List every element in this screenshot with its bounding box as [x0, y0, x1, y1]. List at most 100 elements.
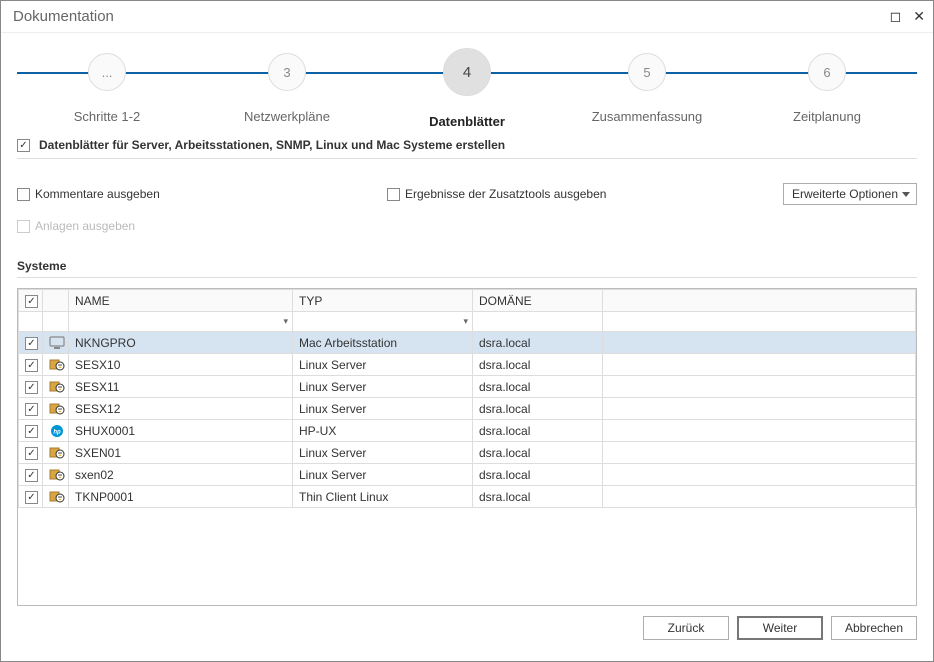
row-extra	[603, 398, 916, 420]
filter-typ[interactable]: ▾	[293, 312, 472, 331]
row-icon-cell	[43, 354, 69, 376]
maximize-icon[interactable]: ◻	[890, 8, 902, 25]
row-name: SXEN01	[69, 442, 293, 464]
filter-dom[interactable]	[473, 312, 602, 331]
row-typ: Thin Client Linux	[293, 486, 473, 508]
wizard-step-1[interactable]: 3 Netzwerkpläne	[202, 43, 372, 129]
row-typ: Linux Server	[293, 398, 473, 420]
row-icon-cell	[43, 464, 69, 486]
options-row-1: Kommentare ausgeben Ergebnisse der Zusat…	[17, 183, 917, 205]
step-circle: 5	[628, 53, 666, 91]
row-extra	[603, 332, 916, 354]
table-row[interactable]: SESX11 Linux Server dsra.local	[19, 376, 916, 398]
systems-table: NAME TYP DOMÄNE ▾ ▾ NK	[17, 288, 917, 606]
row-name: SESX10	[69, 354, 293, 376]
filter-name[interactable]: ▾	[69, 312, 292, 331]
header-typ[interactable]: TYP	[293, 290, 473, 312]
table-filter-row: ▾ ▾	[19, 312, 916, 332]
table-header-row: NAME TYP DOMÄNE	[19, 290, 916, 312]
row-extra	[603, 442, 916, 464]
cancel-button[interactable]: Abbrechen	[831, 616, 917, 640]
row-extra	[603, 376, 916, 398]
step-label: Zeitplanung	[793, 109, 861, 124]
systeme-heading: Systeme	[17, 259, 917, 273]
anlagen-checkbox	[17, 220, 30, 233]
header-checkbox-cell	[19, 290, 43, 312]
wizard-step-3[interactable]: 5 Zusammenfassung	[562, 43, 732, 129]
row-name: SESX12	[69, 398, 293, 420]
anlagen-label: Anlagen ausgeben	[35, 219, 135, 233]
row-typ: Mac Arbeitsstation	[293, 332, 473, 354]
table-row[interactable]: SHUX0001 HP-UX dsra.local	[19, 420, 916, 442]
header-icon-cell	[43, 290, 69, 312]
row-icon-cell	[43, 442, 69, 464]
row-name: SESX11	[69, 376, 293, 398]
step-circle: 4	[443, 48, 491, 96]
row-dom: dsra.local	[473, 332, 603, 354]
row-dom: dsra.local	[473, 464, 603, 486]
wizard-step-2[interactable]: 4 Datenblätter	[382, 43, 552, 129]
hp-icon	[49, 424, 65, 438]
row-name: sxen02	[69, 464, 293, 486]
row-icon-cell	[43, 398, 69, 420]
header-extra	[603, 290, 916, 312]
options-row-2: Anlagen ausgeben	[17, 219, 917, 233]
kommentare-label: Kommentare ausgeben	[35, 187, 160, 201]
titlebar: Dokumentation ◻ ✕	[1, 1, 933, 33]
window-title: Dokumentation	[9, 8, 890, 25]
row-icon-cell	[43, 420, 69, 442]
monitor-icon	[49, 336, 65, 350]
row-extra	[603, 354, 916, 376]
table-row[interactable]: TKNP0001 Thin Client Linux dsra.local	[19, 486, 916, 508]
table-row[interactable]: SESX12 Linux Server dsra.local	[19, 398, 916, 420]
row-extra	[603, 486, 916, 508]
row-checkbox[interactable]	[25, 447, 38, 460]
row-checkbox[interactable]	[25, 337, 38, 350]
filter-extra[interactable]	[603, 312, 915, 331]
row-typ: HP-UX	[293, 420, 473, 442]
header-domane[interactable]: DOMÄNE	[473, 290, 603, 312]
table-row[interactable]: sxen02 Linux Server dsra.local	[19, 464, 916, 486]
chevron-down-icon[interactable]: ▾	[463, 316, 468, 327]
advanced-options-button[interactable]: Erweiterte Optionen	[783, 183, 917, 205]
row-name: SHUX0001	[69, 420, 293, 442]
header-name[interactable]: NAME	[69, 290, 293, 312]
main-checkbox[interactable]	[17, 139, 30, 152]
linux-icon	[49, 490, 65, 504]
row-dom: dsra.local	[473, 354, 603, 376]
row-dom: dsra.local	[473, 376, 603, 398]
row-name: TKNP0001	[69, 486, 293, 508]
ergebnisse-checkbox[interactable]	[387, 188, 400, 201]
step-label: Schritte 1-2	[74, 109, 140, 124]
wizard-step-0[interactable]: ... Schritte 1-2	[22, 43, 192, 129]
row-typ: Linux Server	[293, 464, 473, 486]
chevron-down-icon[interactable]: ▾	[283, 316, 288, 327]
step-circle: ...	[88, 53, 126, 91]
table-row[interactable]: SESX10 Linux Server dsra.local	[19, 354, 916, 376]
row-checkbox[interactable]	[25, 425, 38, 438]
row-checkbox[interactable]	[25, 359, 38, 372]
wizard-step-4[interactable]: 6 Zeitplanung	[742, 43, 912, 129]
row-icon-cell	[43, 332, 69, 354]
step-label: Datenblätter	[429, 114, 505, 129]
row-typ: Linux Server	[293, 354, 473, 376]
row-dom: dsra.local	[473, 486, 603, 508]
header-checkbox[interactable]	[25, 295, 38, 308]
row-extra	[603, 420, 916, 442]
ergebnisse-label: Ergebnisse der Zusatztools ausgeben	[405, 187, 606, 201]
table-row[interactable]: NKNGPRO Mac Arbeitsstation dsra.local	[19, 332, 916, 354]
kommentare-checkbox[interactable]	[17, 188, 30, 201]
row-icon-cell	[43, 376, 69, 398]
row-checkbox[interactable]	[25, 491, 38, 504]
window: Dokumentation ◻ ✕ ... Schritte 1-23 Netz…	[0, 0, 934, 662]
main-checkbox-label: Datenblätter für Server, Arbeitsstatione…	[39, 138, 505, 152]
row-checkbox[interactable]	[25, 403, 38, 416]
table-row[interactable]: SXEN01 Linux Server dsra.local	[19, 442, 916, 464]
row-checkbox[interactable]	[25, 381, 38, 394]
next-button[interactable]: Weiter	[737, 616, 823, 640]
row-icon-cell	[43, 486, 69, 508]
footer-buttons: Zurück Weiter Abbrechen	[17, 606, 917, 652]
back-button[interactable]: Zurück	[643, 616, 729, 640]
close-icon[interactable]: ✕	[913, 8, 925, 25]
row-checkbox[interactable]	[25, 469, 38, 482]
